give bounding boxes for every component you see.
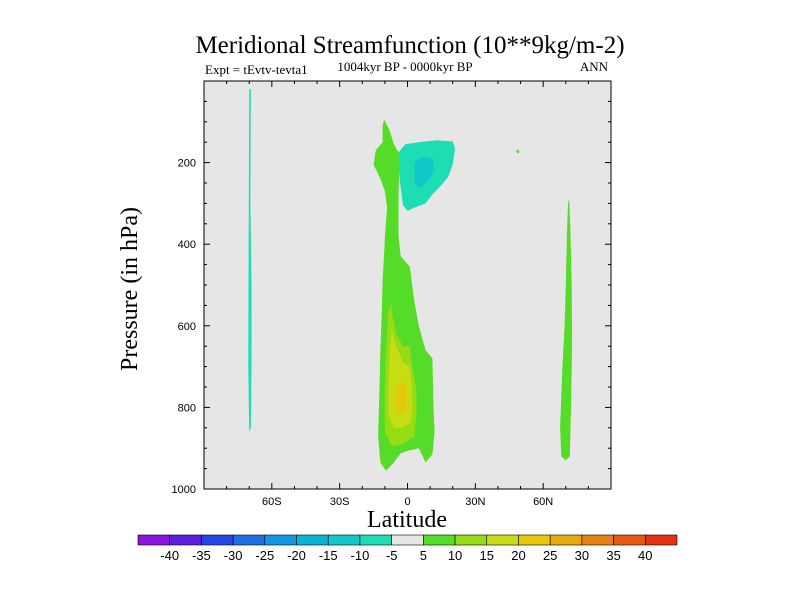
colorbar-label: -40: [160, 548, 179, 563]
y-axis: 200 400 600 800 1000: [172, 80, 611, 496]
colorbar-swatch: [644, 534, 678, 546]
colorbar-label: 30: [575, 548, 589, 563]
contour-upper-trop-negative-inner: [414, 156, 435, 190]
colorbar-swatch: [264, 534, 297, 546]
chart-title: Meridional Streamfunction (10**9kg/m-2): [195, 32, 624, 59]
colorbar: -40 -35 -30 -25 -20 -15 -10 -5 5 10 15 20 25 30 35 40: [137, 534, 678, 563]
experiment-label: Expt = tEvtv-tevta1: [205, 62, 308, 77]
colorbar-label: -25: [255, 548, 274, 563]
x-tick-label: 60S: [262, 496, 282, 508]
colorbar-label: 10: [448, 548, 462, 563]
colorbar-swatch: [486, 534, 519, 546]
contour-main-positive-15-20: [388, 329, 413, 428]
y-tick-label: 400: [178, 239, 196, 251]
chart-subtitle: 1004kyr BP - 0000kyr BP: [337, 59, 472, 74]
colorbar-swatch: [232, 534, 266, 546]
y-axis-label: Pressure (in hPa): [117, 207, 143, 371]
colorbar-swatch: [201, 534, 234, 546]
colorbar-label: -10: [351, 548, 370, 563]
contour-main-positive-20-25: [395, 380, 407, 414]
x-tick-label: 0: [404, 496, 410, 508]
colorbar-swatch: [169, 534, 202, 546]
colorbar-label: 25: [543, 548, 557, 563]
x-tick-label: 30N: [465, 496, 485, 508]
y-tick-label: 800: [178, 402, 196, 414]
x-tick-label: 30S: [330, 496, 350, 508]
colorbar-swatch: [549, 534, 583, 546]
y-tick-label: 200: [178, 158, 196, 170]
colorbar-label: 5: [420, 548, 427, 563]
colorbar-swatch: [391, 534, 424, 546]
colorbar-swatch: [359, 534, 392, 546]
colorbar-label: -5: [386, 548, 398, 563]
colorbar-swatch: [296, 534, 329, 546]
colorbar-label: 15: [480, 548, 494, 563]
colorbar-label: 40: [638, 548, 652, 563]
colorbar-swatch: [518, 534, 551, 546]
x-axis: 60S 30S 0 30N 60N: [226, 81, 589, 508]
contour-regions: [248, 89, 573, 471]
colorbar-swatch: [454, 534, 488, 546]
colorbar-swatch: [423, 534, 456, 546]
colorbar-label: -35: [192, 548, 211, 563]
y-tick-label: 1000: [172, 484, 196, 496]
colorbar-label: 20: [511, 548, 525, 563]
contour-nh-high-lat-positive: [560, 199, 573, 461]
colorbar-swatch: [137, 534, 171, 546]
colorbar-swatch: [613, 534, 646, 546]
x-axis-label: Latitude: [367, 507, 447, 533]
x-tick-label: 60N: [533, 496, 553, 508]
contour-speck: [516, 149, 520, 154]
colorbar-label: 35: [606, 548, 620, 563]
contour-sh-high-lat-negative: [248, 89, 252, 432]
colorbar-label: -15: [319, 548, 338, 563]
season-label: ANN: [580, 59, 609, 74]
colorbar-swatch: [327, 534, 361, 546]
y-tick-label: 600: [178, 321, 196, 333]
colorbar-swatch: [581, 534, 614, 546]
colorbar-label: -20: [287, 548, 306, 563]
colorbar-label: -30: [224, 548, 243, 563]
